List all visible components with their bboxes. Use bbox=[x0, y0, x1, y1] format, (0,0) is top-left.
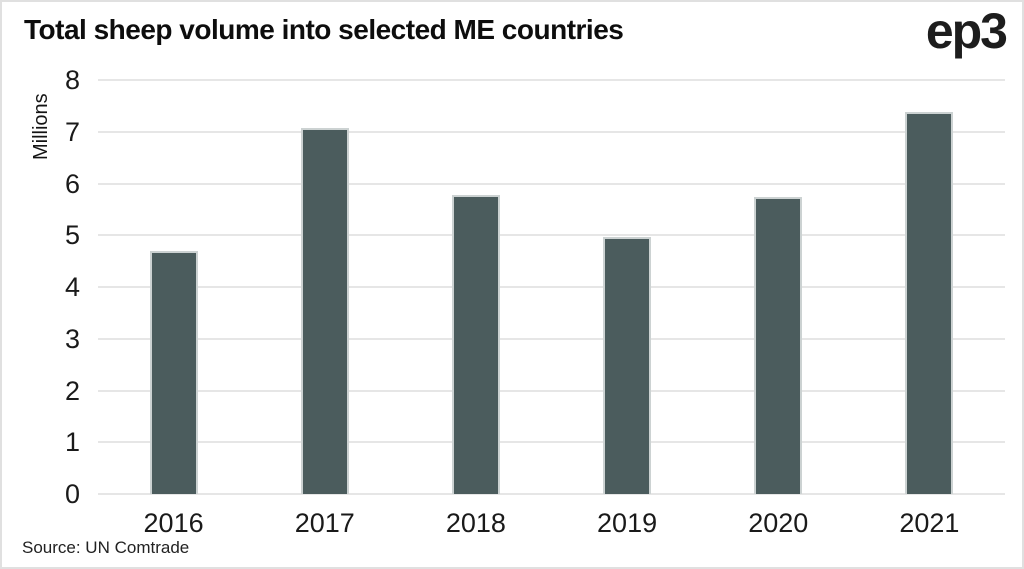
gridline-y5 bbox=[98, 234, 1005, 237]
source-note: Source: UN Comtrade bbox=[22, 538, 190, 557]
gridline-y8 bbox=[98, 79, 1005, 81]
bar-2019 bbox=[603, 236, 652, 494]
y-tick-label-2: 2 bbox=[64, 375, 80, 406]
gridline-y4 bbox=[98, 286, 1005, 288]
chart-title: Total sheep volume into selected ME coun… bbox=[24, 14, 624, 45]
gridline-y1 bbox=[98, 441, 1005, 444]
x-tick-label-2017: 2017 bbox=[294, 508, 355, 538]
y-tick-label-5: 5 bbox=[64, 220, 80, 251]
bar-2018 bbox=[451, 195, 500, 494]
y-tick-label-8: 8 bbox=[64, 65, 80, 95]
gridline-y2 bbox=[98, 389, 1005, 392]
y-tick-label-1: 1 bbox=[64, 427, 80, 458]
gridline-y3 bbox=[98, 337, 1005, 340]
x-tick-label-2020: 2020 bbox=[748, 508, 809, 538]
y-tick-label-3: 3 bbox=[64, 323, 80, 354]
x-tick-label-2018: 2018 bbox=[445, 508, 506, 538]
y-tick-label-7: 7 bbox=[64, 116, 80, 147]
x-tick-label-2016: 2016 bbox=[143, 508, 204, 538]
x-tick-label-2019: 2019 bbox=[597, 508, 658, 538]
y-tick-label-4: 4 bbox=[64, 272, 80, 302]
brand-logo-ep3: ep3 bbox=[925, 3, 1008, 59]
bar-2016 bbox=[149, 250, 198, 494]
y-tick-label-6: 6 bbox=[64, 168, 80, 199]
y-tick-label-0: 0 bbox=[64, 479, 80, 509]
gridline-y6 bbox=[98, 182, 1005, 185]
bar-2017 bbox=[300, 128, 349, 494]
x-tick-label-2021: 2021 bbox=[899, 508, 960, 538]
gridline-y7 bbox=[98, 130, 1005, 133]
gridline-y0 bbox=[98, 493, 1005, 495]
bar-2020 bbox=[754, 197, 803, 494]
bar-2021 bbox=[905, 112, 954, 494]
